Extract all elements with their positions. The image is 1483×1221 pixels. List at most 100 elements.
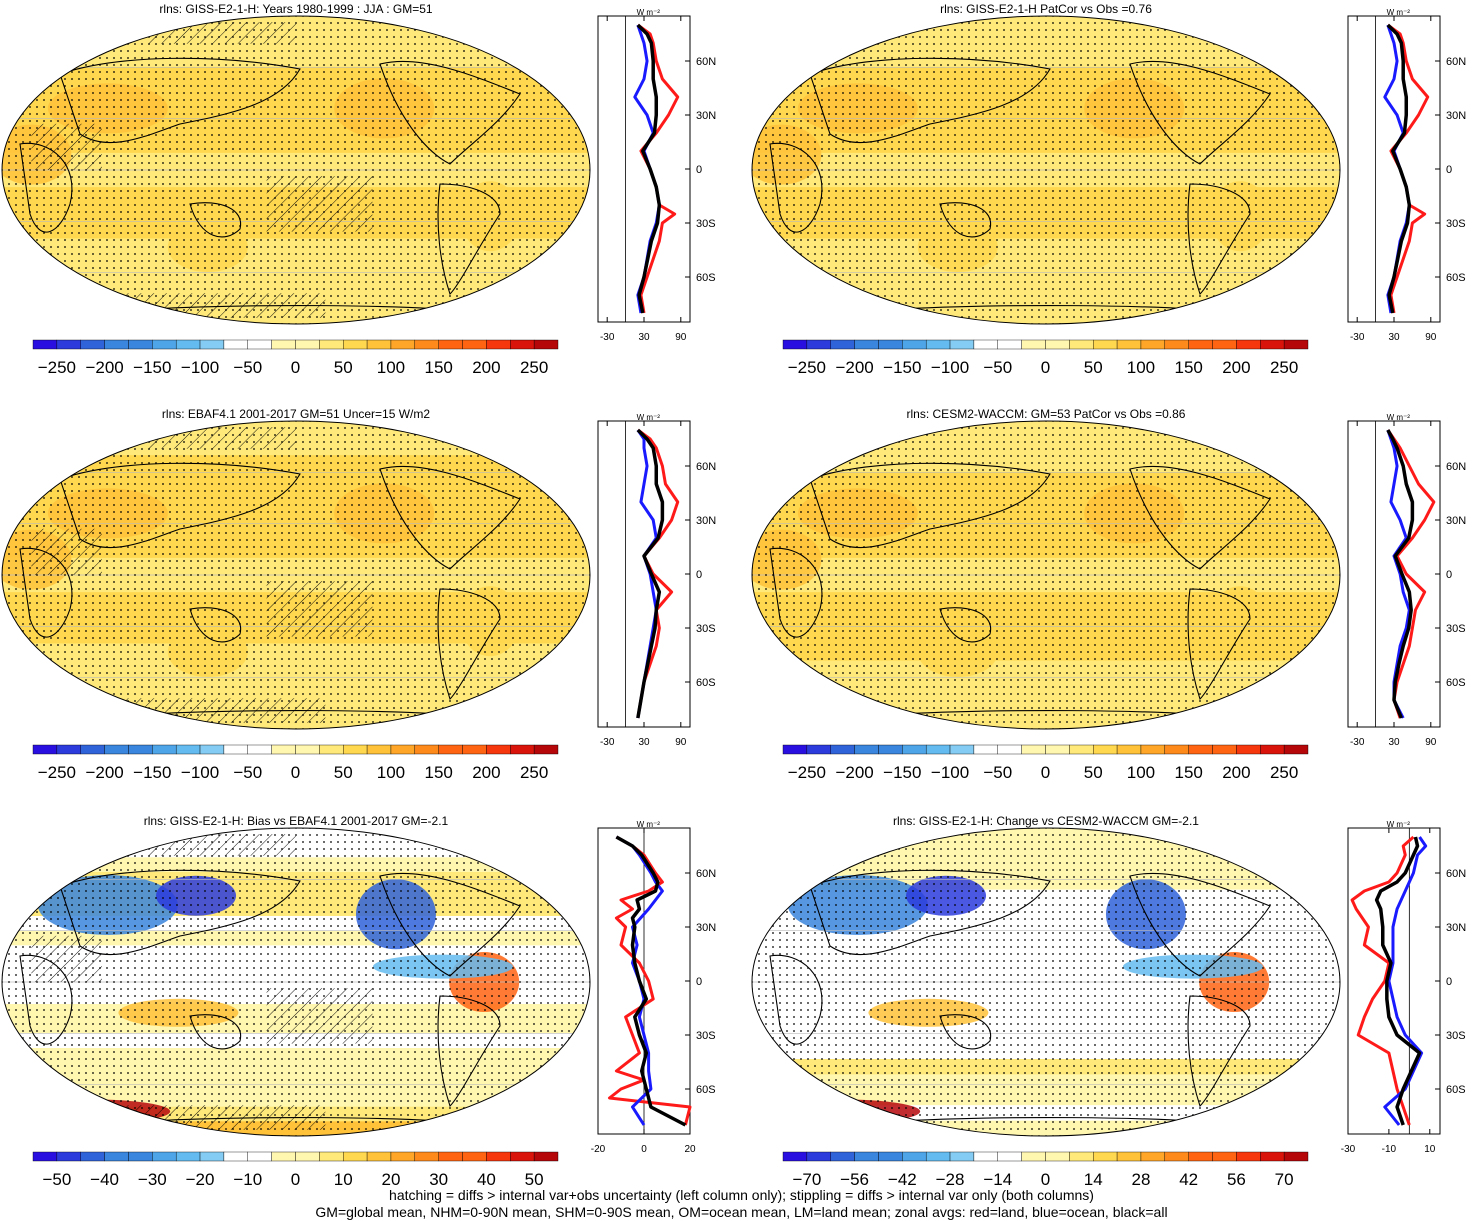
colorbar-swatch <box>1212 1151 1237 1162</box>
colorbar-tick-label: −250 <box>788 358 826 377</box>
coastline <box>1129 872 1271 977</box>
panel-title: rlns: GISS-E2-1-H: Bias vs EBAF4.1 2001-… <box>143 814 449 828</box>
zonal-frame <box>1347 827 1441 1135</box>
colorbar-swatch <box>1236 1151 1261 1162</box>
map-plot <box>751 15 1341 325</box>
colorbar-tick-label: −100 <box>181 358 219 377</box>
colorbar: −50 −40 −30 −20 −10 0 10 20 30 40 50 <box>32 1151 559 1189</box>
zonal-units: W m⁻² <box>637 8 661 17</box>
colorbar-tick-label: 42 <box>1179 1170 1198 1189</box>
colorbar-tick-label: −14 <box>983 1170 1012 1189</box>
zonal-x-tick-label: -30 <box>600 332 615 343</box>
zonal-x-tick-label: 10 <box>1424 1144 1436 1155</box>
colorbar-swatch <box>128 744 153 755</box>
colorbar-swatch <box>510 744 535 755</box>
zonal-y-tick-label: 0 <box>696 164 702 176</box>
coastline <box>437 995 501 1108</box>
colorbar-tick-label: 150 <box>1174 763 1202 782</box>
zonal-y-tick-label: 60N <box>696 461 716 473</box>
coastline <box>809 57 1051 144</box>
colorbar-swatch <box>104 744 129 755</box>
zonal-y-tick-label: 60S <box>1446 677 1466 689</box>
coastline <box>189 1014 242 1050</box>
colorbar-swatch <box>1212 744 1237 755</box>
map-outline <box>1 420 591 730</box>
coastline <box>939 1014 992 1050</box>
colorbar-swatch <box>1069 339 1094 350</box>
colorbar-swatch <box>830 339 855 350</box>
zonal-x-tick-label: -30 <box>600 737 615 748</box>
colorbar-swatch <box>1140 1151 1166 1162</box>
map-field <box>2 828 590 1136</box>
zonal-x-tick-label: -30 <box>1350 737 1365 748</box>
colorbar-tick-label: 20 <box>381 1170 400 1189</box>
zonal-y-tick-label: 30S <box>696 1030 716 1042</box>
colorbar-swatch <box>199 339 225 350</box>
zonal-y-tick-label: 60N <box>1446 868 1466 880</box>
coastline <box>379 872 521 977</box>
zonal-y-tick-label: 60N <box>696 56 716 68</box>
map-plot <box>751 420 1341 730</box>
colorbar-swatch <box>1116 339 1142 350</box>
colorbar-tick-label: −56 <box>840 1170 869 1189</box>
zonal-x-tick-label: 20 <box>684 1144 696 1155</box>
colorbar-swatch <box>854 1151 879 1162</box>
colorbar-swatch <box>462 1151 487 1162</box>
colorbar-swatch <box>1188 1151 1213 1162</box>
colorbar-tick-label: −250 <box>38 358 76 377</box>
zonal-x-tick-label: -20 <box>591 1144 606 1155</box>
colorbar-tick-label: −150 <box>883 763 921 782</box>
coastline <box>1129 465 1271 570</box>
coastline <box>769 954 823 1045</box>
zonal-x-tick-label: 90 <box>1425 332 1437 343</box>
zonal-units: W m⁻² <box>1387 8 1411 17</box>
zonal-x-tick-label: 30 <box>638 332 650 343</box>
colorbar-swatch <box>128 339 153 350</box>
colorbar-tick-label: 250 <box>1270 358 1298 377</box>
colorbar-tick-label: −200 <box>835 358 873 377</box>
zonal-y-tick-label: 30N <box>1446 515 1466 527</box>
zonal-x-tick-label: 30 <box>1388 332 1400 343</box>
zonal-x-tick-label: 90 <box>675 332 687 343</box>
zonal-y-tick-label: 0 <box>1446 976 1452 988</box>
colorbar-swatch <box>782 1151 808 1162</box>
hatching <box>31 935 102 982</box>
map-field <box>2 16 590 324</box>
hatching <box>149 834 296 856</box>
colorbar-swatch <box>854 339 879 350</box>
colorbar-swatch <box>1236 744 1261 755</box>
coastline <box>379 465 521 570</box>
zonal-x-tick-label: 0 <box>641 1144 647 1155</box>
colorbar-tick-label: 250 <box>520 358 548 377</box>
colorbar-tick-label: −70 <box>792 1170 821 1189</box>
colorbar-swatch <box>1140 744 1166 755</box>
colorbar-swatch <box>533 1151 559 1162</box>
map-plot <box>1 15 591 325</box>
colorbar-swatch <box>56 744 81 755</box>
colorbar-swatch <box>343 1151 368 1162</box>
colorbar-tick-label: −250 <box>38 763 76 782</box>
zonal-x-tick-label: 90 <box>1425 737 1437 748</box>
zonal-y-tick-label: 0 <box>696 976 702 988</box>
map-plot <box>1 420 591 730</box>
coastline <box>19 954 73 1045</box>
colorbar-tick-label: −28 <box>936 1170 965 1189</box>
zonal-y-tick-label: 0 <box>696 569 702 581</box>
colorbar-swatch <box>902 339 927 350</box>
zonal-y-tick-label: 30S <box>1446 1030 1466 1042</box>
colorbar-tick-label: 28 <box>1131 1170 1150 1189</box>
colorbar-swatch <box>80 744 105 755</box>
colorbar-tick-label: −50 <box>42 1170 71 1189</box>
colorbar-swatch <box>949 1151 975 1162</box>
colorbar-swatch <box>414 339 439 350</box>
colorbar-swatch <box>486 1151 511 1162</box>
colorbar-swatch <box>1260 339 1285 350</box>
colorbar-swatch <box>104 339 129 350</box>
colorbar-tick-label: 100 <box>377 358 405 377</box>
colorbar-swatch <box>1283 744 1309 755</box>
colorbar-swatch <box>390 744 416 755</box>
colorbar-tick-label: −200 <box>85 358 123 377</box>
colorbar-swatch <box>295 744 320 755</box>
colorbar-swatch <box>366 744 392 755</box>
colorbar-tick-label: −150 <box>133 358 171 377</box>
